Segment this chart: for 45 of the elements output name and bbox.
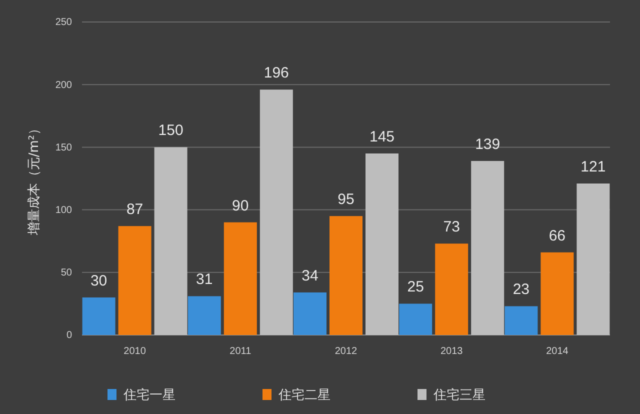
bar <box>154 147 188 335</box>
bar <box>576 184 610 335</box>
data-label: 73 <box>443 218 460 236</box>
x-tick-label: 2010 <box>124 346 146 358</box>
data-label: 30 <box>90 272 108 290</box>
bar <box>118 226 152 335</box>
data-label: 34 <box>302 267 318 284</box>
bar <box>260 90 293 335</box>
data-label: 66 <box>548 227 566 244</box>
data-label: 23 <box>512 281 530 298</box>
y-tick-label: 200 <box>55 80 72 91</box>
data-label: 31 <box>196 271 213 288</box>
data-label: 121 <box>580 158 606 176</box>
bar <box>504 306 538 335</box>
y-tick-label: 100 <box>55 205 72 216</box>
data-label: 196 <box>264 64 289 82</box>
bar <box>435 244 468 335</box>
legend-label: 住宅二星 <box>278 387 330 403</box>
bar <box>366 153 398 335</box>
data-label: 95 <box>338 191 354 208</box>
bar <box>82 297 116 335</box>
data-label: 145 <box>369 128 395 146</box>
bar <box>188 296 221 335</box>
data-label: 150 <box>158 122 184 140</box>
data-label: 25 <box>407 278 424 296</box>
x-tick-label: 2014 <box>546 346 569 358</box>
y-axis-title: 增量成本（元/m²） <box>27 122 42 236</box>
x-tick-label: 2013 <box>440 346 464 358</box>
bar <box>224 222 257 335</box>
data-label: 87 <box>126 201 144 218</box>
bar <box>540 252 574 335</box>
y-tick-label: 50 <box>60 268 72 279</box>
legend-label: 住宅三星 <box>432 387 486 403</box>
data-label: 90 <box>232 197 249 214</box>
bar <box>471 160 504 335</box>
x-tick-label: 2012 <box>334 346 358 358</box>
legend-label: 住宅一星 <box>122 387 176 403</box>
bar <box>399 304 432 335</box>
y-tick-label: 250 <box>55 17 72 28</box>
data-label: 139 <box>475 136 500 153</box>
y-tick-label: 0 <box>66 330 72 342</box>
x-tick-label: 2011 <box>230 346 252 358</box>
y-tick-label: 150 <box>55 142 72 154</box>
bar <box>294 292 326 335</box>
bar <box>330 216 362 335</box>
